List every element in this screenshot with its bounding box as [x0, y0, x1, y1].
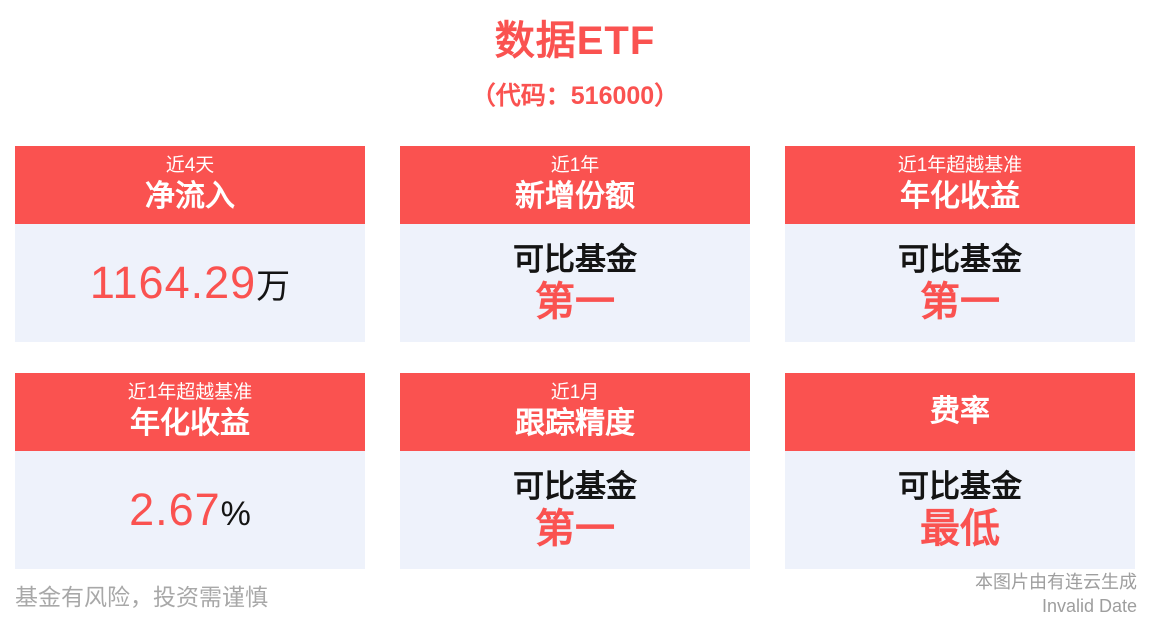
card-body: 可比基金 第一 [400, 451, 750, 569]
stat-card-annualized-return-value: 近1年超越基准 年化收益 2.67 % [15, 373, 365, 569]
stat-value-number: 1164.29 [89, 257, 257, 308]
stat-card-new-shares: 近1年 新增份额 可比基金 第一 [400, 146, 750, 342]
stat-card-fee-rate: 费率 可比基金 最低 [785, 373, 1135, 569]
card-period: 近1年超越基准 [897, 155, 1023, 177]
card-header: 近1年超越基准 年化收益 [15, 373, 365, 451]
card-header: 近1年 新增份额 [400, 146, 750, 224]
stat-card-tracking-precision: 近1月 跟踪精度 可比基金 第一 [400, 373, 750, 569]
watermark-date: Invalid Date [1041, 595, 1137, 616]
rank-highlight: 第一 [535, 279, 615, 324]
card-body: 1164.29 万 [15, 224, 365, 342]
risk-disclaimer: 基金有风险，投资需谨慎 [15, 584, 268, 610]
stat-value-unit: % [220, 495, 251, 533]
watermark-source: 本图片由有连云生成 [975, 572, 1137, 593]
card-metric: 新增份额 [515, 180, 635, 214]
card-body: 2.67 % [15, 451, 365, 569]
page-footer: 基金有风险，投资需谨慎 本图片由有连云生成 Invalid Date [0, 569, 1150, 632]
card-metric: 年化收益 [130, 407, 250, 441]
stat-card-annualized-return-rank: 近1年超越基准 年化收益 可比基金 第一 [785, 146, 1135, 342]
page-header: 数据ETF （代码：516000） [0, 0, 1150, 112]
rank-label: 可比基金 [513, 242, 637, 278]
card-body: 可比基金 最低 [785, 451, 1135, 569]
card-period: 近1年超越基准 [127, 382, 253, 404]
rank-highlight: 第一 [535, 506, 615, 551]
card-header: 近4天 净流入 [15, 146, 365, 224]
rank-label: 可比基金 [898, 469, 1022, 505]
rank-highlight: 第一 [920, 279, 1000, 324]
stat-card-grid: 近4天 净流入 1164.29 万 近1年 新增份额 可比基金 第一 近 [0, 146, 1150, 569]
rank-label: 可比基金 [898, 242, 1022, 278]
card-header: 近1年超越基准 年化收益 [785, 146, 1135, 224]
stat-value: 2.67 % [129, 484, 251, 536]
card-period: 近1月 [550, 382, 600, 404]
card-metric: 跟踪精度 [515, 407, 635, 441]
card-period: 近1年 [550, 155, 600, 177]
rank-label: 可比基金 [513, 469, 637, 505]
card-body: 可比基金 第一 [400, 224, 750, 342]
stat-card-net-inflow: 近4天 净流入 1164.29 万 [15, 146, 365, 342]
card-body: 可比基金 第一 [785, 224, 1135, 342]
rank-highlight: 最低 [920, 506, 1000, 551]
card-period: 近4天 [165, 155, 215, 177]
card-metric: 年化收益 [900, 180, 1020, 214]
page-title: 数据ETF [494, 19, 656, 63]
watermark: 本图片由有连云生成 Invalid Date [975, 571, 1137, 618]
fund-code: （代码：516000） [470, 82, 680, 110]
stat-value: 1164.29 万 [90, 257, 290, 309]
card-metric: 费率 [930, 395, 990, 429]
card-header: 近1月 跟踪精度 [400, 373, 750, 451]
card-header: 费率 [785, 373, 1135, 451]
card-metric: 净流入 [145, 180, 235, 214]
stat-value-number: 2.67 [129, 484, 221, 535]
stat-value-unit: 万 [256, 268, 291, 306]
